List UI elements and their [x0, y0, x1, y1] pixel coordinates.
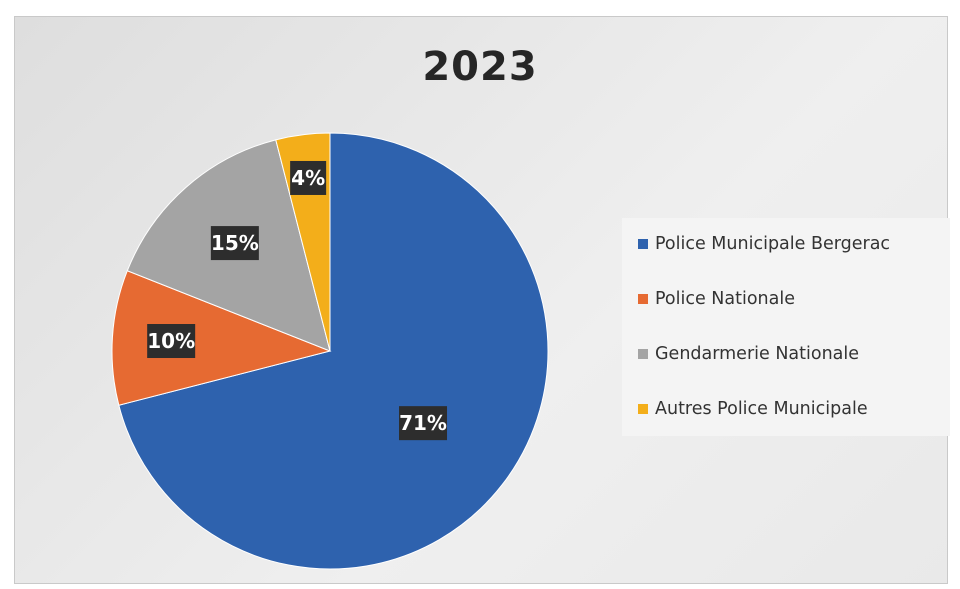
data-label-text: 10%: [147, 329, 195, 353]
data-label: 4%: [290, 160, 327, 195]
data-label-box: [147, 324, 196, 359]
legend-item: Police Nationale: [638, 287, 795, 311]
legend-item: Autres Police Municipale: [638, 397, 868, 421]
legend-label: Police Nationale: [655, 289, 795, 309]
legend-swatch: [638, 349, 648, 359]
data-label-text: 4%: [291, 166, 325, 190]
legend-label: Gendarmerie Nationale: [655, 344, 860, 364]
chart-legend: Police Municipale Bergerac Police Nation…: [622, 218, 950, 436]
legend-item: Police Municipale Bergerac: [638, 232, 890, 256]
data-label: 15%: [210, 226, 259, 261]
pie-slice: [118, 132, 549, 570]
legend-swatch: [638, 294, 648, 304]
data-label-box: [290, 160, 327, 195]
pie-slice: [111, 270, 332, 406]
legend-swatch: [638, 239, 648, 249]
data-label-box: [399, 406, 448, 441]
legend-swatch: [638, 404, 648, 414]
data-label-text: 71%: [399, 411, 447, 435]
data-label-box: [210, 226, 259, 261]
data-label: 10%: [147, 324, 196, 359]
legend-label: Autres Police Municipale: [655, 399, 868, 419]
chart-title: 2023: [422, 44, 538, 90]
legend-label: Police Municipale Bergerac: [655, 234, 891, 254]
data-label: 71%: [399, 406, 448, 441]
data-label-text: 15%: [211, 231, 259, 255]
legend-item: Gendarmerie Nationale: [638, 342, 859, 366]
